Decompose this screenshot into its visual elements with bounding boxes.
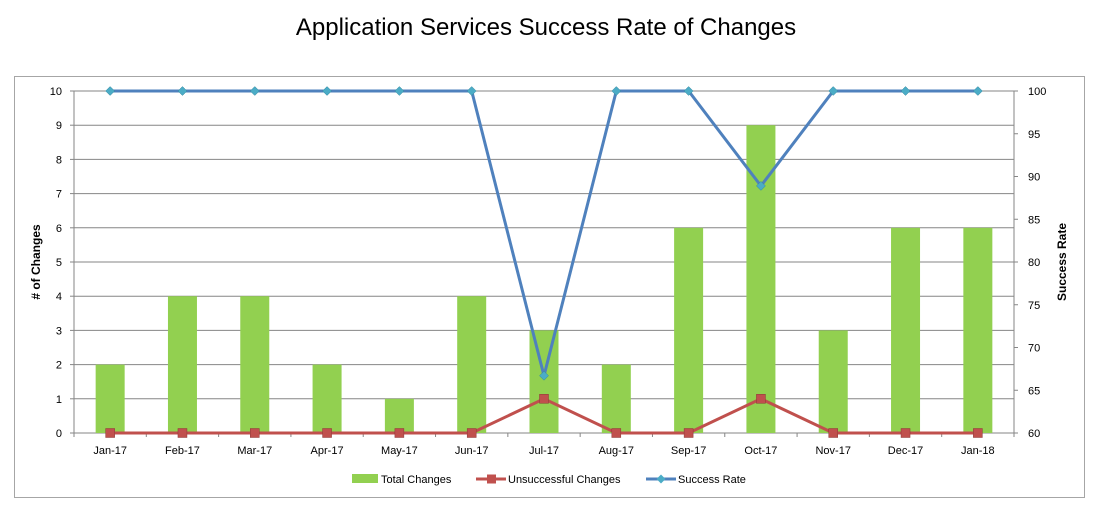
bar-total-changes (457, 296, 487, 433)
point-success-rate (322, 86, 332, 96)
point-success-rate (466, 86, 477, 96)
y2-tick-label: 75 (1028, 300, 1040, 312)
x-tick-label: Dec-17 (888, 445, 923, 457)
x-tick-label: Jul-17 (529, 445, 559, 457)
y-tick-label: 5 (56, 257, 62, 269)
y-tick-label: 1 (56, 394, 62, 406)
bar-total-changes (167, 296, 197, 433)
y2-tick-label: 90 (1028, 172, 1040, 184)
point-success-rate (539, 370, 549, 381)
y-tick-label: 8 (56, 154, 62, 166)
point-unsuccessful-changes (828, 428, 838, 438)
bar-total-changes (384, 398, 414, 433)
point-success-rate (177, 86, 188, 96)
point-unsuccessful-changes (322, 428, 332, 438)
y2-tick-label: 95 (1028, 129, 1040, 141)
point-success-rate (105, 86, 116, 96)
point-unsuccessful-changes (973, 428, 983, 438)
bar-total-changes (601, 364, 631, 433)
point-unsuccessful-changes (177, 428, 188, 438)
point-unsuccessful-changes (539, 394, 549, 404)
bar-total-changes (674, 227, 704, 433)
y2-tick-label: 65 (1028, 385, 1040, 397)
x-tick-label: Nov-17 (815, 445, 850, 457)
point-unsuccessful-changes (250, 428, 260, 438)
y-tick-label: 10 (50, 86, 62, 98)
point-success-rate (249, 86, 260, 96)
point-success-rate (756, 181, 766, 191)
x-tick-label: Oct-17 (744, 445, 777, 457)
point-success-rate (900, 86, 911, 96)
point-unsuccessful-changes (683, 428, 694, 438)
bar-total-changes (746, 125, 776, 433)
y-tick-label: 3 (56, 325, 62, 337)
x-tick-label: Jun-17 (455, 445, 489, 457)
point-success-rate (683, 86, 694, 96)
y2-tick-label: 60 (1028, 428, 1040, 440)
x-tick-label: Jan-18 (961, 445, 995, 457)
y2-tick-label: 70 (1028, 343, 1040, 355)
y2-axis-title: Success Rate (1055, 223, 1069, 301)
x-tick-label: Apr-17 (311, 445, 344, 457)
point-unsuccessful-changes (756, 394, 766, 404)
point-unsuccessful-changes (466, 428, 477, 438)
bar-total-changes (95, 364, 125, 433)
bar-total-changes (963, 227, 993, 433)
point-unsuccessful-changes (611, 428, 622, 438)
chart-title: Application Services Success Rate of Cha… (295, 14, 797, 41)
point-unsuccessful-changes (105, 428, 115, 438)
legend-label-success-rate: Success Rate (678, 474, 746, 486)
legend-marker-success-rate (656, 474, 666, 484)
x-tick-label: Aug-17 (599, 445, 634, 457)
x-tick-label: Sep-17 (671, 445, 706, 457)
point-success-rate (828, 86, 839, 96)
point-success-rate (611, 86, 622, 96)
y-tick-label: 9 (56, 120, 62, 132)
x-tick-label: Jan-17 (93, 445, 127, 457)
y2-tick-label: 80 (1028, 257, 1040, 269)
y-axis-title: # of Changes (29, 224, 43, 300)
y-tick-label: 2 (56, 360, 62, 372)
x-tick-label: Feb-17 (165, 445, 200, 457)
legend-label-unsuccessful-changes: Unsuccessful Changes (508, 474, 621, 486)
bar-total-changes (891, 227, 921, 433)
bar-total-changes (312, 364, 342, 433)
point-success-rate (394, 86, 405, 96)
y-tick-label: 7 (56, 189, 62, 201)
bar-total-changes (818, 330, 848, 433)
x-tick-label: Mar-17 (237, 445, 272, 457)
legend-label-total-changes: Total Changes (381, 474, 452, 486)
legend-swatch-total-changes (352, 474, 378, 483)
legend-marker-unsuccessful-changes (487, 474, 496, 484)
chart-frame (14, 76, 1085, 498)
y2-tick-label: 85 (1028, 214, 1040, 226)
point-unsuccessful-changes (394, 428, 405, 438)
x-tick-label: May-17 (381, 445, 418, 457)
bar-total-changes (240, 296, 270, 433)
y-tick-label: 0 (56, 428, 62, 440)
point-unsuccessful-changes (900, 428, 911, 438)
bar-total-changes (529, 330, 559, 433)
y-tick-label: 6 (56, 223, 62, 235)
y2-tick-label: 100 (1028, 86, 1046, 98)
y-tick-label: 4 (56, 291, 62, 303)
point-success-rate (972, 86, 983, 96)
